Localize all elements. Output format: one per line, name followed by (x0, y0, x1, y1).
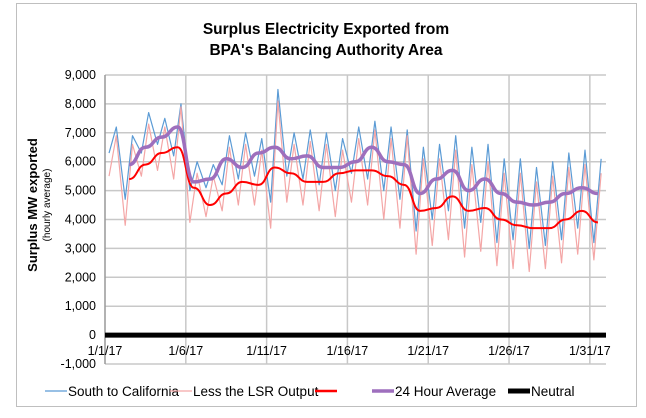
y-tick-label: 6,000 (65, 155, 96, 169)
y-tick-label: 9,000 (65, 68, 96, 82)
x-tick-label: 1/16/17 (327, 344, 369, 358)
chart-title-line-1: Surplus Electricity Exported from (203, 21, 449, 38)
x-tick-label: 1/1/17 (88, 344, 123, 358)
y-tick-label: 4,000 (65, 213, 96, 227)
x-tick-label: 1/31/17 (569, 344, 611, 358)
legend-label: Neutral (531, 384, 575, 399)
legend-label: Less the LSR Output (193, 384, 319, 399)
chart-frame (16, 3, 637, 407)
chart-title-line-2: BPA's Balancing Authority Area (209, 42, 442, 59)
y-tick-label: 2,000 (65, 270, 96, 284)
x-tick-label: 1/11/17 (246, 344, 287, 358)
y-tick-label: 8,000 (65, 97, 96, 111)
y-axis-sublabel: (hourly average) (42, 169, 53, 242)
y-tick-label: 7,000 (65, 126, 96, 140)
legend-label: South to California (68, 384, 180, 399)
y-tick-label: 1,000 (65, 299, 96, 313)
x-tick-label: 1/26/17 (488, 344, 530, 358)
series-line-24-hour-average (128, 125, 599, 207)
y-axis-label: Surplus MW exported (25, 138, 40, 272)
series-line-lsr-average (129, 146, 599, 230)
y-tick-label: 5,000 (65, 184, 96, 198)
y-tick-label: -1,000 (61, 357, 96, 371)
x-tick-label: 1/21/17 (407, 344, 449, 358)
x-tick-label: 1/6/17 (168, 344, 203, 358)
series-line-less-the-lsr-output (108, 100, 602, 273)
y-tick-label: 3,000 (65, 241, 96, 255)
y-tick-label: 0 (89, 328, 96, 342)
legend-label: 24 Hour Average (395, 384, 496, 399)
